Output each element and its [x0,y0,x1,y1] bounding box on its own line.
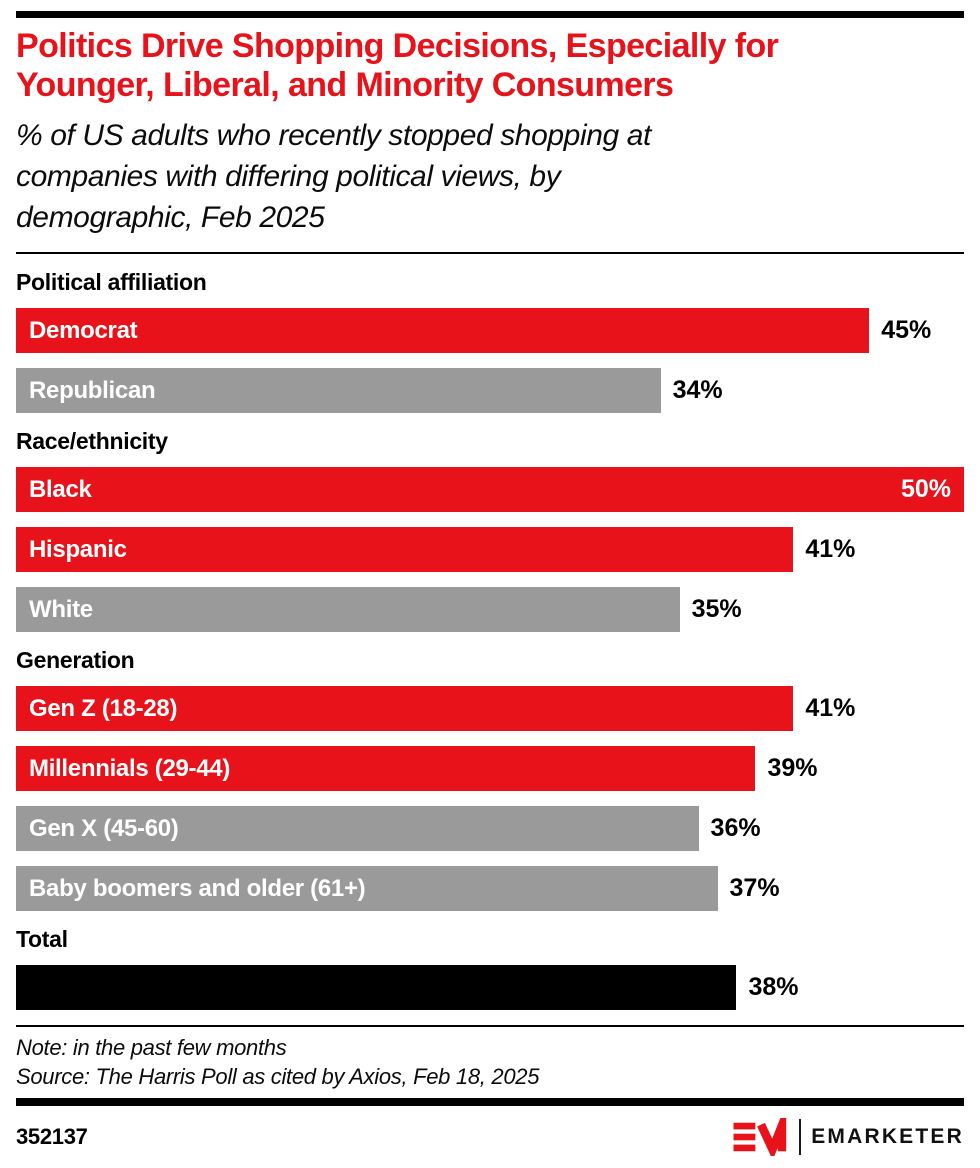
chart-subtitle-line-1: % of US adults who recently stopped shop… [16,118,651,152]
bar-label: Republican [29,376,156,404]
bar-label: Democrat [29,316,138,344]
bar-label: Hispanic [29,535,127,563]
section-heading-race-ethnicity: Race/ethnicity [16,428,168,455]
chart-subtitle-line-2: companies with differing political views… [16,159,561,193]
bar-value: 37% [729,874,780,903]
chart-subtitle: % of US adults who recently stopped shop… [16,115,964,238]
section-heading-generation: Generation [16,647,135,674]
bar-total [16,965,737,1011]
notes-divider [16,1025,964,1028]
bar-value: 34% [672,376,723,405]
bar-row-hispanic: Hispanic 41% [16,527,964,573]
brand-wordmark: EMARKETER [811,1125,964,1149]
bar-value: 39% [767,754,818,783]
bar-row-gen-z-18-28: Gen Z (18-28) 41% [16,686,964,732]
bar-label: Black [29,475,92,503]
chart-body: Political affiliation Democrat 45% Republic… [16,269,964,1011]
bar-row-gen-x-45-60: Gen X (45-60) 36% [16,806,964,852]
chart-source: Source: The Harris Poll as cited by Axio… [16,1063,540,1089]
bar-label: Baby boomers and older (61+) [29,874,366,902]
bar-value: 45% [881,316,932,345]
bar-millennials-29-44: Millennials (29-44) [16,746,756,792]
header-divider [16,252,964,255]
bar-row-millennials-29-44: Millennials (29-44) 39% [16,746,964,792]
bar-gen-x-45-60: Gen X (45-60) [16,806,699,852]
bar-row-republican: Republican 34% [16,368,964,414]
bar-row-white: White 35% [16,587,964,633]
bar-row-baby-boomers-and-older-61: Baby boomers and older (61+) 37% [16,866,964,912]
section-heading-total: Total [16,926,68,953]
bar-black: Black 50% [16,467,964,513]
bar-hispanic: Hispanic [16,527,794,573]
chart-subtitle-line-3: demographic, Feb 2025 [16,201,325,235]
bar-value: 36% [710,814,761,843]
bar-label: Gen Z (18-28) [29,694,178,722]
em-logo-icon [733,1118,787,1157]
chart-note: Note: in the past few months [16,1035,287,1061]
footer: 352137 EMARKETER [16,1118,964,1157]
bar-value: 41% [805,694,856,723]
bar-gen-z-18-28: Gen Z (18-28) [16,686,794,732]
chart-title-line-2: Younger, Liberal, and Minority Consumers [16,66,674,105]
section-heading-political-affiliation: Political affiliation [16,269,207,296]
bar-row-black: Black 50% [16,467,964,513]
bar-label: White [29,595,93,623]
bar-value: 35% [691,595,742,624]
bar-label: Gen X (45-60) [29,814,179,842]
bar-republican: Republican [16,368,661,414]
bar-baby-boomers-and-older-61: Baby boomers and older (61+) [16,866,718,912]
bar-democrat: Democrat [16,308,870,354]
bar-value: 41% [805,535,856,564]
top-rule [16,11,964,18]
bar-value: 50% [900,475,951,504]
footer-rule [16,1098,964,1107]
chart-title-line-1: Politics Drive Shopping Decisions, Espec… [16,27,779,65]
chart-number: 352137 [16,1124,88,1150]
bar-value: 38% [748,973,799,1002]
emarketer-logo: EMARKETER [733,1118,964,1157]
bar-white: White [16,587,680,633]
chart-title: Politics Drive Shopping Decisions, Espec… [16,27,964,106]
logo-separator-bar [799,1119,802,1156]
bar-row-democrat: Democrat 45% [16,308,964,354]
bar-row-total: 38% [16,965,964,1011]
bar-label: Millennials (29-44) [29,754,231,782]
